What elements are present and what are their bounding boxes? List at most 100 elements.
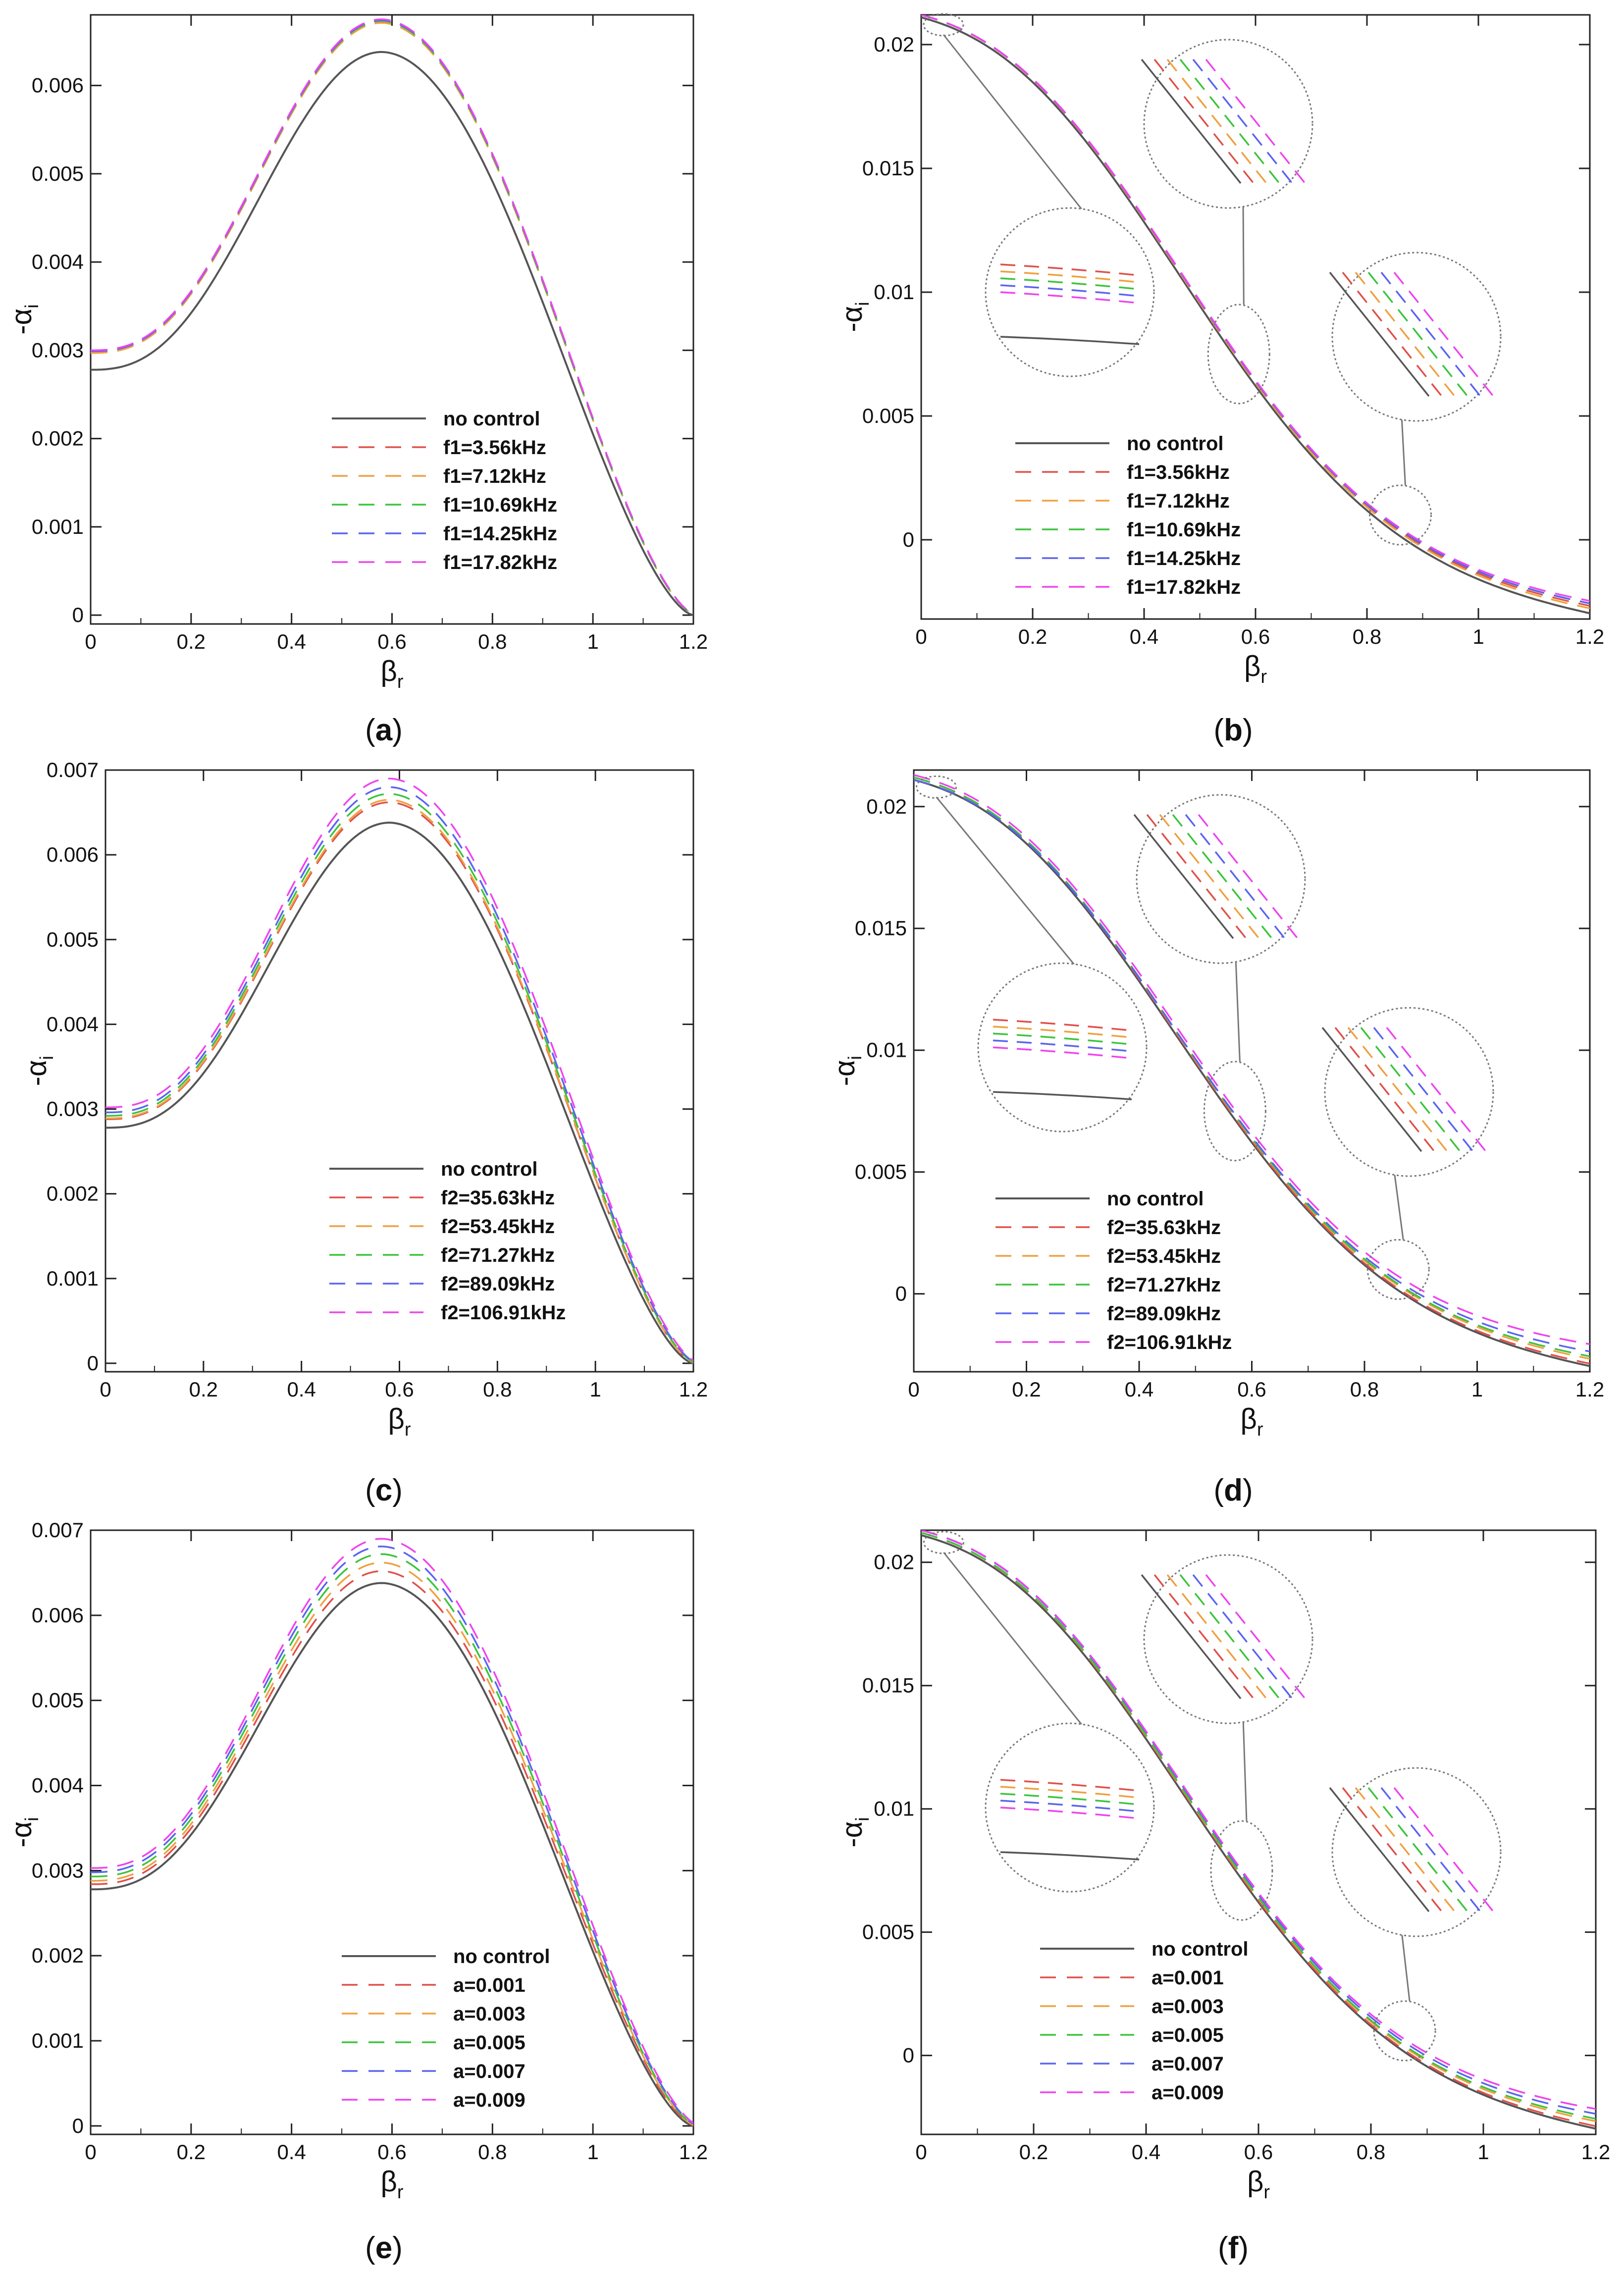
zoom-lens-series	[993, 1046, 1132, 1059]
series-line-4	[921, 1530, 1596, 2115]
series-line-1	[914, 777, 1590, 1365]
panel-label: (c)	[365, 1473, 403, 1507]
y-tick-label: 0	[87, 1351, 99, 1375]
panel-b: 0 0.2 0.4 0.6 0.8 1 1.2 0 0.005 0.01 0.015 0.02 βr -α…	[836, 13, 1604, 747]
x-tick-label: 0.6	[1244, 2140, 1273, 2164]
x-tick-label: 0.6	[377, 2140, 406, 2164]
y-tick-label: 0.004	[47, 1012, 99, 1035]
y-tick-label: 0.01	[866, 1038, 907, 1062]
zoom-lens-series	[1000, 1779, 1140, 1792]
y-tick-label: 0.01	[874, 1797, 914, 1820]
y-tick-label: 0.015	[862, 156, 914, 180]
zoom-lens-series	[1000, 1851, 1140, 1861]
x-tick-label: 0	[915, 625, 927, 648]
zoom-lens-series	[1198, 814, 1299, 939]
zoom-lens-series	[1166, 1574, 1267, 1700]
x-tick-label: 0.4	[1130, 625, 1158, 648]
zoom-connector	[1401, 1931, 1411, 2002]
legend-label: f2=89.09kHz	[1107, 1303, 1221, 1325]
y-axis-title: -αi	[20, 1056, 57, 1086]
x-tick-label: 0.2	[1019, 2140, 1048, 2164]
legend-label: a=0.001	[1152, 1967, 1224, 1989]
x-tick-label: 0	[908, 1378, 919, 1401]
legend-label: f2=89.09kHz	[441, 1273, 555, 1295]
legend-label: f1=14.25kHz	[1127, 548, 1241, 570]
panel-label: (d)	[1213, 1473, 1253, 1507]
zoom-lens-series	[993, 1091, 1132, 1100]
panel-c: 0 0.2 0.4 0.6 0.8 1 1.2 0 0.001 0.002 0.003 0.004 0.…	[20, 758, 708, 1507]
series-line-5	[91, 18, 693, 615]
y-axis-title-sub: i	[22, 1817, 43, 1821]
zoom-lens-series	[1146, 814, 1247, 939]
y-tick-label: 0.004	[32, 1773, 84, 1797]
zoom-lens-series	[1192, 58, 1293, 184]
panel-a: 0 0.2 0.4 0.6 0.8 1 1.2 0 0.001 0.002 0.003 0.004 0.…	[5, 14, 708, 747]
y-tick-label: 0.015	[855, 917, 907, 940]
zoom-lens-series	[1393, 1787, 1494, 1913]
y-tick-label: 0.003	[32, 1859, 84, 1882]
y-axis-title-sub: i	[852, 1817, 873, 1821]
zoom-source-ellipse	[1203, 1061, 1266, 1162]
series-line-4	[91, 1545, 693, 2125]
legend-label: f1=10.69kHz	[443, 494, 557, 516]
panel-label-close: )	[1238, 2231, 1249, 2265]
x-tick-label: 0.8	[483, 1378, 512, 1401]
zoom-connector	[1242, 203, 1245, 305]
x-tick-label: 1	[589, 1378, 601, 1401]
zoom-source-ellipse	[1210, 1820, 1273, 1921]
x-tick-label: 0.6	[1237, 1378, 1266, 1401]
zoom-lens-series	[1192, 1574, 1293, 1700]
x-tick-label: 0.4	[1125, 1378, 1153, 1401]
x-tick-label: 0.8	[478, 2140, 507, 2164]
x-tick-label: 1.2	[1581, 2140, 1610, 2164]
y-tick-label: 0.015	[862, 1674, 914, 1697]
series-line-baseline	[91, 51, 693, 617]
zoom-lens-series	[1355, 271, 1456, 397]
zoom-lens	[1136, 794, 1306, 964]
zoom-lens-series	[993, 1039, 1132, 1052]
y-tick-label: 0.006	[32, 74, 84, 97]
x-tick-label: 0.8	[1353, 625, 1381, 648]
x-axis-title: βr	[380, 2166, 403, 2203]
x-axis-title: βr	[1240, 1403, 1263, 1440]
y-tick-label: 0.005	[862, 1920, 914, 1944]
zoom-lens-series	[1329, 271, 1430, 397]
x-axis-title-sub: r	[1263, 2182, 1270, 2203]
y-tick-label: 0.007	[47, 758, 99, 781]
series-line-3	[921, 1532, 1596, 2120]
x-axis-title-sub: r	[1257, 1419, 1263, 1440]
zoom-lens-series	[1321, 1027, 1422, 1152]
legend-label: f2=35.63kHz	[1107, 1217, 1221, 1239]
x-tick-label: 1.2	[679, 2140, 708, 2164]
y-tick-label: 0.006	[47, 843, 99, 866]
series-line-2	[91, 1561, 693, 2126]
y-tick-label: 0.002	[32, 1944, 84, 1967]
zoom-lens-series	[1380, 271, 1481, 397]
x-tick-label: 0.2	[177, 2140, 206, 2164]
legend-label: f2=53.45kHz	[1107, 1245, 1221, 1267]
zoom-connector	[936, 796, 1078, 969]
x-tick-label: 1	[587, 630, 598, 653]
y-axis-title-sub: i	[852, 302, 873, 306]
zoom-lens-series	[1185, 814, 1286, 939]
legend-label: no control	[441, 1158, 538, 1180]
legend-label: no control	[1127, 433, 1224, 455]
zoom-lens-series	[1000, 291, 1140, 304]
panel-e: 0 0.2 0.4 0.6 0.8 1 1.2 0 0.001 0.002 0.003 0.004 0.…	[5, 1518, 708, 2265]
zoom-connector	[1401, 415, 1406, 486]
y-tick-label: 0	[903, 528, 914, 551]
x-tick-label: 0.6	[1241, 625, 1270, 648]
legend-label: f1=3.56kHz	[443, 437, 546, 459]
legend-label: a=0.001	[453, 1974, 525, 1996]
zoom-lens-series	[1000, 1807, 1140, 1819]
zoom-lens-series	[1153, 58, 1255, 184]
zoom-connector	[1242, 1718, 1248, 1821]
y-tick-label: 0.002	[32, 427, 84, 450]
x-tick-label: 1.2	[1575, 625, 1604, 648]
curves	[914, 774, 1590, 1367]
x-tick-label: 0.6	[377, 630, 406, 653]
zoom-connector	[943, 34, 1086, 213]
legend-label: no control	[443, 408, 540, 430]
zoom-lens-series	[1342, 271, 1443, 397]
series-line-2	[91, 22, 693, 616]
